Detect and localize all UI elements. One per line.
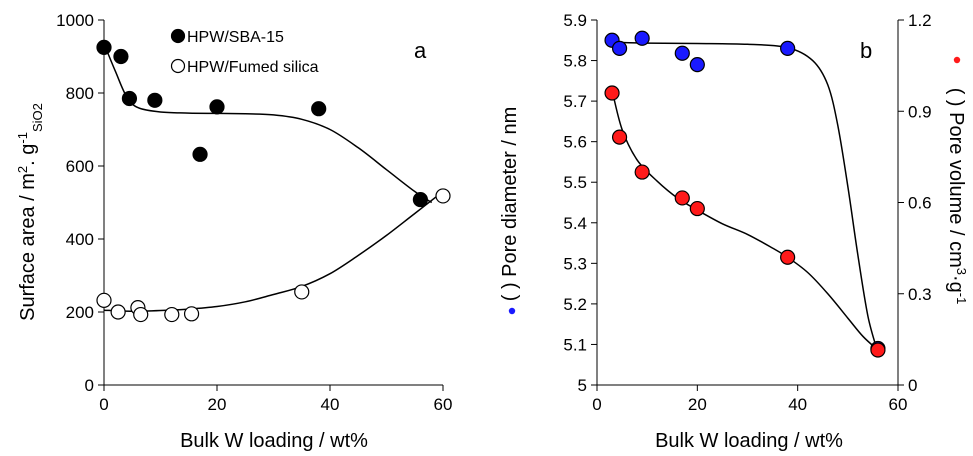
- panel-b-xtick-label: 20: [688, 395, 707, 414]
- panel-b: b Bulk W loading / wt% ( ) Pore diameter…: [499, 38, 970, 452]
- panel-a-ylabel-sub: SiO2: [30, 103, 45, 132]
- panel-b-ylabel-right-mid: ·g: [945, 275, 967, 293]
- panel-b-point-pore-diameter: [689, 57, 705, 73]
- panel-a-point-sba15: [311, 101, 327, 117]
- panel-b-letter: b: [860, 38, 872, 63]
- panel-a-ylabel-main: Surface area / m: [17, 173, 39, 321]
- panel-a-point-sba15: [192, 146, 208, 162]
- panel-a-xtick-label: 0: [99, 395, 108, 414]
- panel-b-point-pore-volume: [780, 249, 796, 265]
- panel-a-point-fumed: [96, 292, 112, 308]
- panel-b-ytick-left-label: 5.8: [563, 52, 587, 71]
- panel-b-point-pore-diameter: [634, 30, 650, 46]
- panel-a-point-fumed: [164, 306, 180, 323]
- panel-a-ylabel-sup1: 2: [15, 166, 30, 173]
- panel-a-xtick-label: 60: [434, 395, 453, 414]
- panel-a-point-fumed: [183, 306, 200, 322]
- panel-b-ytick-left-label: 5.5: [563, 173, 587, 192]
- panel-b-point-pore-diameter: [611, 40, 628, 56]
- panel-b-left-label-marker: [508, 307, 516, 315]
- panel-a-letter: a: [414, 38, 427, 63]
- panel-a-ytick-label: 800: [66, 84, 94, 103]
- legend-marker-hpw-sba15: [170, 28, 186, 44]
- panel-b-xtick-label: 60: [889, 395, 908, 414]
- panel-a-ylabel: Surface area / m2. g-1SiO2: [15, 103, 45, 321]
- panel-b-xtick-label: 0: [592, 395, 601, 414]
- legend-marker-hpw-fumed: [170, 58, 186, 74]
- panel-a-point-fumed: [133, 306, 149, 323]
- legend-label-hpw-sba15: HPW/SBA-15: [187, 29, 284, 46]
- panel-b-ytick-left-label: 5.3: [563, 254, 587, 273]
- panel-a-point-sba15: [113, 48, 129, 65]
- panel-b-xlabel: Bulk W loading / wt%: [655, 430, 843, 452]
- panel-b-ytick-left-label: 5.6: [563, 133, 587, 152]
- panel-b-point-pore-diameter: [674, 45, 690, 61]
- panel-b-ylabel-right-sup2: -1: [955, 293, 970, 305]
- panel-b-ytick-right-label: 0: [908, 376, 917, 395]
- panel-b-ytick-left-label: 5.2: [563, 295, 587, 314]
- panel-b-ytick-left-label: 5.7: [563, 92, 587, 111]
- panel-a-ytick-label: 1000: [56, 11, 94, 30]
- panel-a-ylabel-sup2: -1: [15, 132, 30, 144]
- panel-b-ylabel-right-main: ( ) Pore volume / cm: [945, 88, 967, 268]
- panel-a-xlabel: Bulk W loading / wt%: [180, 430, 368, 452]
- panel-b-ytick-left-label: 5.1: [563, 335, 587, 354]
- panel-b-ytick-left-label: 5.4: [563, 214, 587, 233]
- panel-b-point-pore-diameter: [780, 40, 796, 56]
- panel-b-ylabel-left: ( ) Pore diameter / nm: [499, 107, 521, 302]
- panel-a-ytick-label: 400: [66, 230, 94, 249]
- panel-b-ytick-right-label: 0.6: [908, 194, 932, 213]
- panel-b-point-pore-volume: [674, 190, 690, 206]
- panel-b-point-pore-volume: [604, 85, 620, 101]
- panel-b-point-pore-volume: [870, 342, 886, 358]
- panel-b-ytick-right-label: 1.2: [908, 11, 932, 30]
- panel-a-point-sba15: [147, 92, 163, 108]
- panel-a-xtick-label: 40: [321, 395, 340, 414]
- panel-a-legend: HPW/SBA-15 HPW/Fumed silica: [170, 28, 319, 76]
- panel-b-point-pore-volume: [611, 129, 628, 145]
- panel-b-ytick-right-label: 0.3: [908, 285, 932, 304]
- panel-b-xtick-label: 40: [788, 395, 807, 414]
- panel-a-point-fumed: [294, 284, 310, 300]
- panel-b-right-label-marker: [953, 56, 961, 64]
- panel-b-ytick-left-label: 5: [578, 376, 587, 395]
- panel-b-point-pore-volume: [689, 200, 705, 217]
- panel-a-point-fumed: [110, 304, 126, 320]
- panel-b-ytick-right-label: 0.9: [908, 102, 932, 121]
- panel-a-point-fumed: [435, 188, 451, 204]
- panel-a-ylabel-mid: . g: [17, 144, 39, 166]
- panel-b-ytick-left-label: 5.9: [563, 11, 587, 30]
- panel-a-point-sba15: [412, 191, 428, 208]
- panel-b-fit-curve-pore-diameter: [611, 41, 879, 353]
- panel-a-xtick-label: 20: [208, 395, 227, 414]
- panel-b-ylabel-right: ( ) Pore volume / cm3·g-1: [945, 88, 970, 305]
- panel-a-point-sba15: [121, 90, 138, 107]
- panel-a-ytick-label: 600: [66, 157, 94, 176]
- panel-a-ytick-label: 200: [66, 303, 94, 322]
- panel-a-point-sba15: [96, 39, 112, 55]
- panel-a: a Bulk W loading / wt% Surface area / m2…: [15, 28, 427, 452]
- panel-a-fit-curve-fumed: [103, 190, 444, 313]
- panel-b-ylabel-right-sup1: 3: [955, 268, 970, 275]
- panel-a-point-sba15: [209, 99, 225, 115]
- legend-label-hpw-fumed: HPW/Fumed silica: [187, 59, 319, 76]
- panel-a-ytick-label: 0: [85, 376, 94, 395]
- panel-b-point-pore-volume: [634, 164, 650, 180]
